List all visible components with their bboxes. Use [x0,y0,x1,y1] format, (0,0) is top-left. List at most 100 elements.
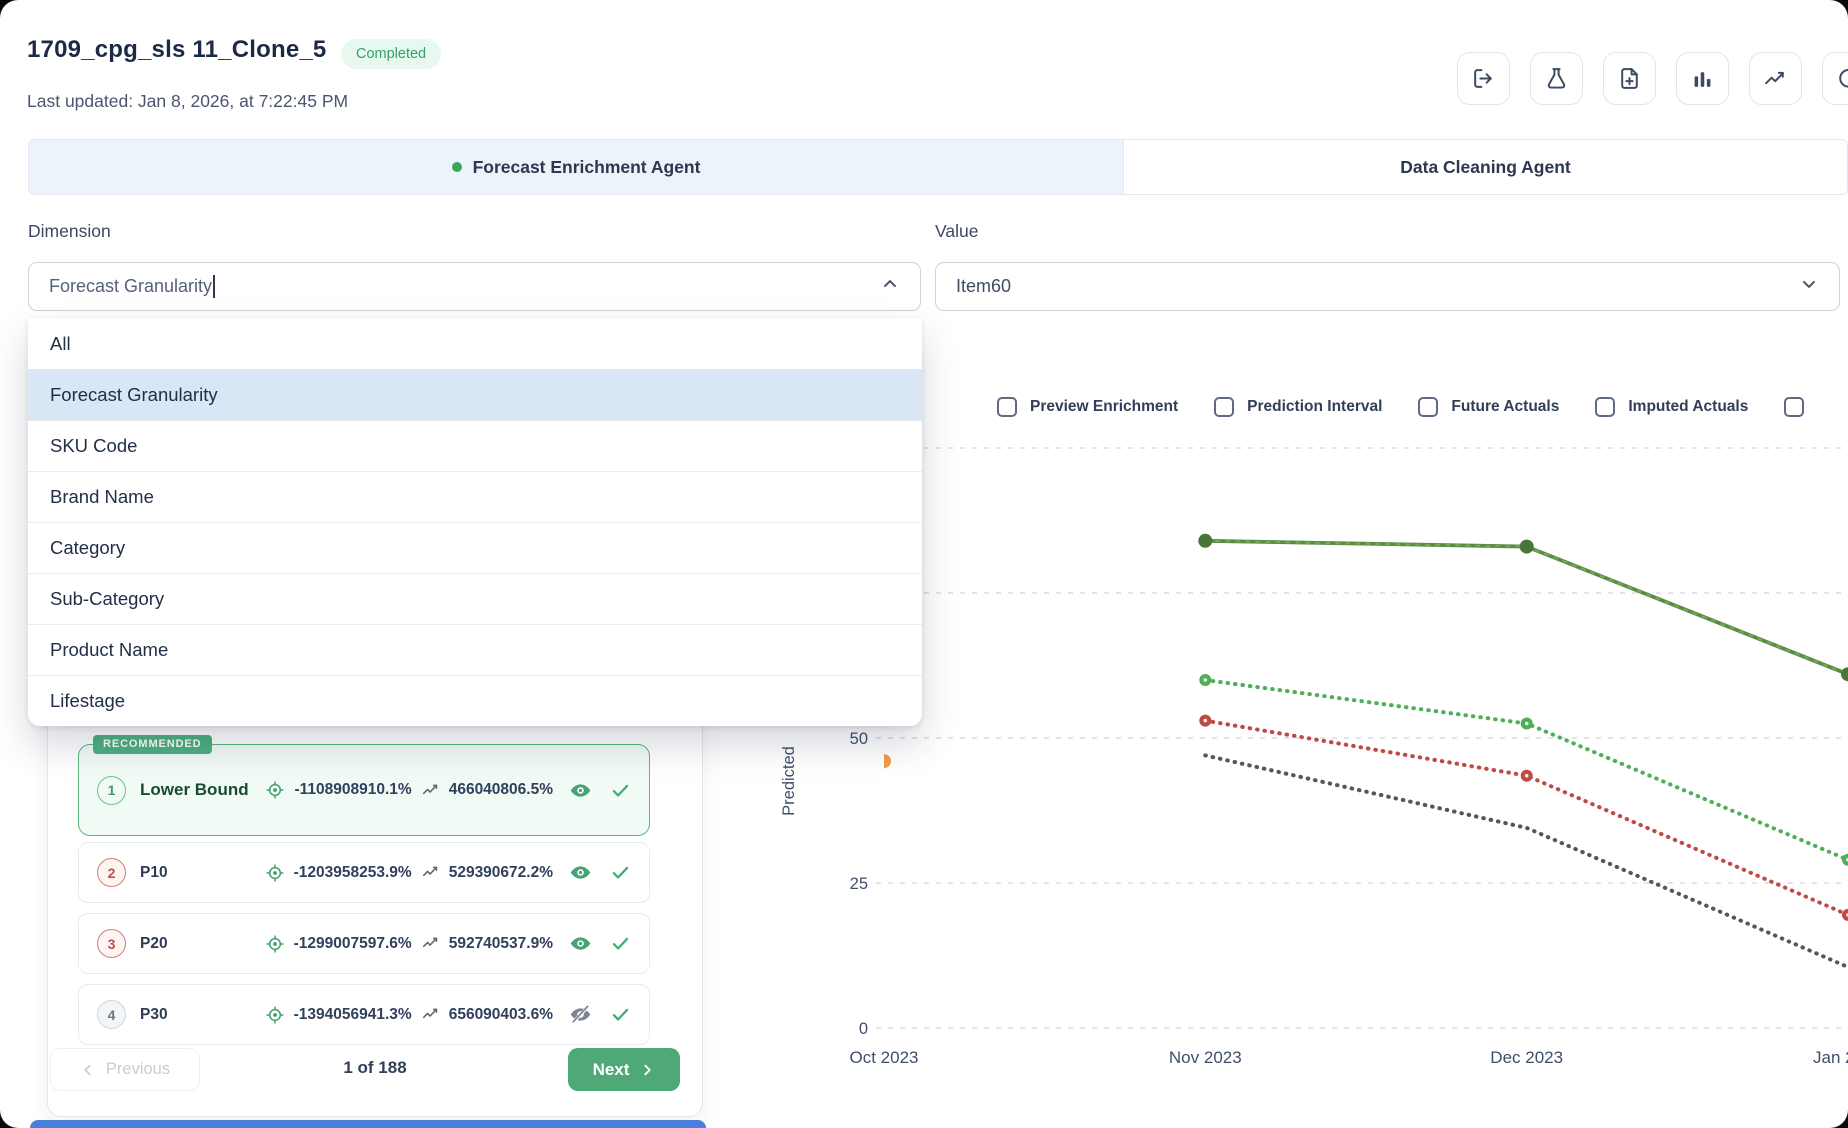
checkbox-icon[interactable] [1784,397,1805,417]
tab-forecast-enrichment-agent[interactable]: Forecast Enrichment Agent [29,140,1123,194]
value-select[interactable]: Item60 [935,262,1840,311]
active-tab-dot-icon [451,162,462,172]
dropdown-option-all[interactable]: All [28,318,922,369]
trend-icon [422,1008,437,1019]
toggle-extra[interactable] [1784,397,1817,417]
y-tick-label: 50 [850,730,868,748]
data-point-center [1524,773,1529,778]
metric2-value: 466040806.5% [448,781,553,798]
eye-icon [570,937,591,950]
trend-metric-icon [421,1005,440,1024]
chevron-down-icon[interactable] [1799,274,1819,299]
bar-chart-button[interactable] [1676,52,1729,105]
data-point [1198,533,1213,548]
solid-green-line [1205,538,1848,676]
bar-chart-icon [1694,72,1711,87]
dropdown-option-lifestage[interactable]: Lifestage [28,675,922,726]
dimension-combobox[interactable]: Forecast Granularity [28,262,921,311]
chevron-right-icon [644,1064,652,1075]
last-updated-text: Last updated: Jan 8, 2026, at 7:22:45 PM [27,91,349,111]
model-name: P30 [140,1005,168,1023]
dropdown-option-sku-code[interactable]: SKU Code [28,420,922,471]
agent-tabbar: Forecast Enrichment Agent Data Cleaning … [28,139,1848,195]
dropdown-option-category[interactable]: Category [28,522,922,573]
chevron-up-icon[interactable] [880,274,900,299]
target-icon [266,863,284,882]
tab-data-cleaning-agent[interactable]: Data Cleaning Agent [1123,140,1847,194]
model-row-p30[interactable]: 4 P30 -1394056941.3% 656090403.6% [78,984,650,1045]
page-status: 1 of 188 [343,1058,407,1077]
model-metrics: -1108908910.1% 466040806.5% [265,779,631,802]
status-badge: Completed [341,39,442,69]
target-metric-icon [265,1005,285,1025]
toggle-imputed-actuals[interactable]: Imputed Actuals [1595,397,1748,417]
model-name: Lower Bound [140,780,249,799]
eye-icon-button[interactable] [569,932,592,955]
bottom-panel-edge [30,1120,706,1128]
model-row-p20[interactable]: 3 P20 -1299007597.6% 592740537.9% [78,913,650,974]
next-button[interactable]: Next [568,1048,680,1091]
refresh-icon [1839,69,1848,88]
y-tick-label: 0 [859,1020,868,1038]
refresh-button[interactable] [1822,52,1848,105]
toggle-label: Preview Enrichment [1030,398,1179,415]
checkbox-icon[interactable] [1418,397,1439,417]
x-tick-label: Jan 2024 [1813,1048,1848,1067]
file-add-button[interactable] [1603,52,1656,105]
flask-button[interactable] [1530,52,1583,105]
rank-circle: 1 [97,775,126,805]
dropdown-option-product-name[interactable]: Product Name [28,624,922,675]
dimension-label: Dimension [28,221,111,241]
dropdown-option-forecast-granularity[interactable]: Forecast Granularity [28,369,922,420]
eye-icon-button[interactable] [569,779,592,802]
trend-metric-icon [421,863,440,882]
model-row-lower-bound[interactable]: 1 Lower Bound -1108908910.1% 466040806.5% [78,744,650,836]
rank-circle: 2 [97,858,126,887]
toggle-future-actuals[interactable]: Future Actuals [1418,397,1559,417]
eye-icon [570,866,591,879]
data-point-center [1524,721,1529,726]
toggle-prediction-interval[interactable]: Prediction Interval [1214,397,1382,417]
trend-line-button[interactable] [1749,52,1802,105]
metric2-value: 592740537.9% [448,934,553,952]
trend-icon [422,866,437,877]
value-label: Value [935,221,979,241]
export-button[interactable] [1457,52,1510,105]
eye-icon-button[interactable] [569,861,592,884]
toolbar [1457,52,1848,105]
dropdown-option-brand-name[interactable]: Brand Name [28,471,922,522]
file-add-icon [1621,68,1638,89]
y-tick-label: 25 [850,875,868,893]
dimension-dropdown-list: All Forecast Granularity SKU Code Brand Nam… [28,318,922,726]
tab-label: Data Cleaning Agent [1400,156,1571,177]
eye-off-icon-button[interactable] [569,1003,592,1026]
check-icon-button[interactable] [610,933,631,954]
previous-label: Previous [105,1060,171,1078]
model-row-content: 4 P30 -1394056941.3% 656090403.6% [79,985,649,1044]
flask-icon [1547,68,1566,89]
check-icon-button[interactable] [610,1004,631,1025]
rank-circle: 3 [97,929,126,958]
model-metrics: -1203958253.9% 529390672.2% [265,861,631,884]
data-point [1842,853,1848,866]
x-tick-label: Oct 2023 [850,1048,919,1067]
model-row-p10[interactable]: 2 P10 -1203958253.9% 529390672.2% [78,842,650,903]
previous-button[interactable]: Previous [50,1048,200,1091]
dimension-input-value: Forecast Granularity [49,276,213,296]
chart-toggle-row: Preview Enrichment Prediction Interval Fut… [997,397,1817,417]
data-point [1841,667,1848,682]
checkbox-icon[interactable] [1214,397,1235,417]
rank-circle: 4 [97,1000,126,1029]
check-icon-button[interactable] [610,780,631,801]
toggle-preview-enrichment[interactable]: Preview Enrichment [997,397,1178,417]
checkbox-icon[interactable] [997,397,1017,417]
dropdown-option-sub-category[interactable]: Sub-Category [28,573,922,624]
check-icon-button[interactable] [610,862,631,883]
x-tick-label: Nov 2023 [1169,1048,1242,1067]
metric2-value: 529390672.2% [448,863,553,881]
checkbox-icon[interactable] [1595,397,1616,417]
data-point [1519,539,1534,554]
value-select-value: Item60 [956,276,1012,296]
check-icon [612,784,629,797]
